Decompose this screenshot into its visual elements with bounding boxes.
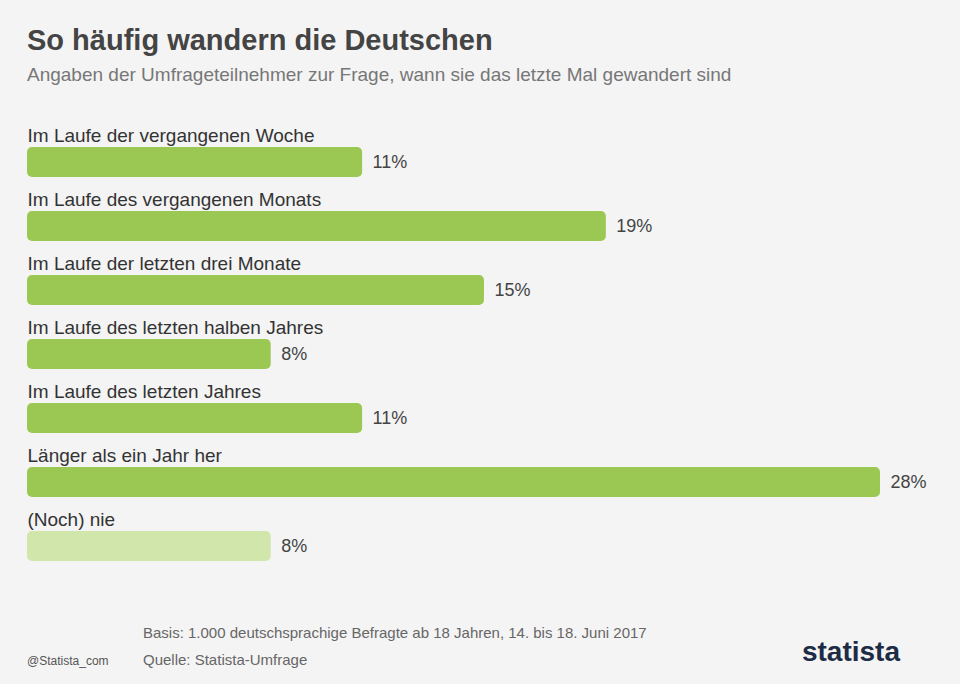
svg-text:Im Laufe des letzten halben Ja: Im Laufe des letzten halben Jahres — [28, 317, 324, 338]
svg-text:11%: 11% — [373, 152, 408, 172]
svg-text:(Noch) nie: (Noch) nie — [28, 509, 116, 530]
svg-text:Im Laufe der vergangenen Woche: Im Laufe der vergangenen Woche — [28, 125, 315, 146]
svg-text:28%: 28% — [891, 472, 927, 492]
svg-text:Länger als ein Jahr her: Länger als ein Jahr her — [28, 445, 223, 466]
html-text:Basis: 1.000 deutschsprachige: Basis: 1.000 deutschsprachige Befragte a… — [143, 624, 647, 641]
html-text:@Statista_com: @Statista_com — [27, 654, 109, 668]
svg-text:15%: 15% — [494, 280, 530, 300]
html-text:statista: statista — [802, 636, 900, 667]
svg-text:19%: 19% — [616, 216, 652, 236]
html-text:Angaben der Umfrageteilnehmer: Angaben der Umfrageteilnehmer zur Frage,… — [27, 64, 732, 85]
svg-text:8%: 8% — [281, 536, 307, 556]
html-text:Quelle: Statista-Umfrage: Quelle: Statista-Umfrage — [143, 651, 308, 668]
html-text:So häufig wandern die Deutsche: So häufig wandern die Deutschen — [27, 24, 493, 56]
svg-text:8%: 8% — [281, 344, 307, 364]
svg-text:11%: 11% — [373, 408, 408, 428]
svg-text:Im Laufe des vergangenen Monat: Im Laufe des vergangenen Monats — [28, 189, 322, 210]
svg-text:Im Laufe der letzten drei Mona: Im Laufe der letzten drei Monate — [28, 253, 302, 274]
svg-text:Im Laufe des letzten Jahres: Im Laufe des letzten Jahres — [28, 381, 261, 402]
